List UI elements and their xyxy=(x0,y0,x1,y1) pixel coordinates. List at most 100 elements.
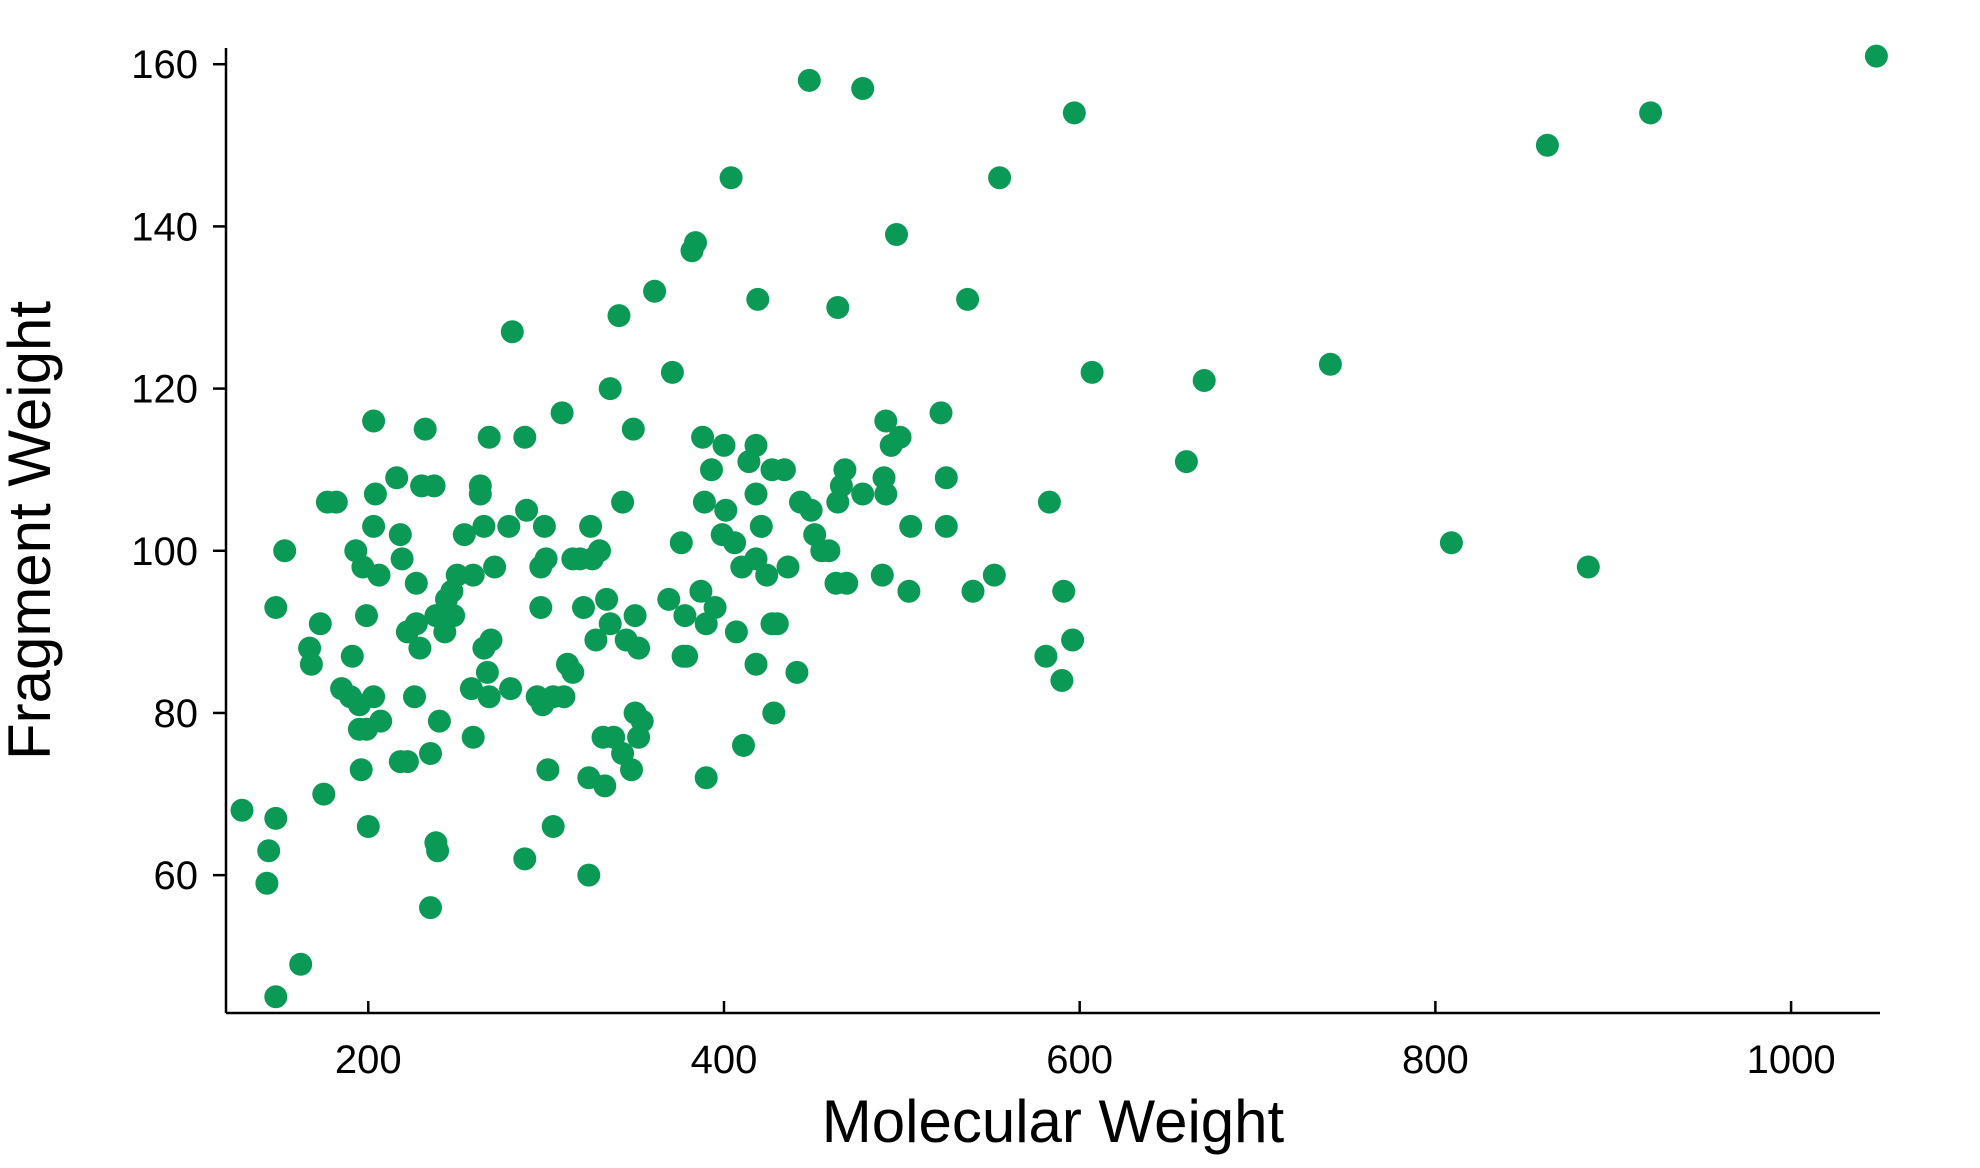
data-point xyxy=(461,725,485,749)
data-point xyxy=(452,523,476,547)
data-point xyxy=(413,417,437,441)
data-point xyxy=(765,612,789,636)
data-point xyxy=(500,320,524,344)
data-point xyxy=(1439,531,1463,555)
data-point xyxy=(362,514,386,538)
data-point xyxy=(1318,352,1342,376)
data-point xyxy=(657,587,681,611)
data-point xyxy=(817,539,841,563)
data-point xyxy=(673,604,697,628)
data-point xyxy=(680,239,704,263)
data-point xyxy=(1535,133,1559,157)
data-point xyxy=(744,482,768,506)
data-point xyxy=(874,482,898,506)
data-point xyxy=(230,798,254,822)
data-point xyxy=(1576,555,1600,579)
data-point xyxy=(669,531,693,555)
y-tick-label: 60 xyxy=(154,854,199,898)
data-point xyxy=(499,677,523,701)
x-tick-label: 200 xyxy=(335,1038,402,1082)
data-point xyxy=(427,709,451,733)
data-point xyxy=(899,514,923,538)
data-point xyxy=(700,458,723,482)
data-point xyxy=(561,660,585,684)
data-point xyxy=(723,531,747,555)
data-point xyxy=(712,433,736,457)
data-point xyxy=(273,539,297,563)
data-point xyxy=(534,547,558,571)
data-point xyxy=(956,287,980,311)
data-point xyxy=(403,685,426,709)
y-tick-label: 140 xyxy=(131,205,198,249)
data-point xyxy=(497,514,521,538)
data-point xyxy=(426,839,450,863)
data-point xyxy=(483,555,507,579)
data-point xyxy=(308,612,332,636)
data-point xyxy=(623,604,647,628)
data-point xyxy=(689,579,713,603)
data-point xyxy=(529,596,553,619)
data-point xyxy=(620,758,643,782)
data-point xyxy=(561,547,585,571)
data-point xyxy=(988,166,1012,190)
axes: 200 400 600 800 1000 60 80 100 120 140 160 xyxy=(131,43,1880,1082)
data-point xyxy=(643,279,667,303)
data-point xyxy=(826,296,850,319)
data-point xyxy=(536,758,560,782)
data-point xyxy=(851,482,875,506)
y-axis-title: Fragment Weight xyxy=(0,301,63,760)
data-point xyxy=(835,571,859,595)
data-point xyxy=(459,677,483,701)
data-point xyxy=(746,287,770,311)
data-point xyxy=(356,815,380,838)
data-point xyxy=(479,628,503,652)
data-point xyxy=(395,620,419,644)
y-axis-ticks: 60 80 100 120 140 160 xyxy=(131,43,226,898)
data-point xyxy=(885,223,908,246)
data-point xyxy=(1080,360,1104,384)
data-point xyxy=(737,450,761,474)
data-point xyxy=(312,782,336,806)
y-tick-label: 80 xyxy=(154,692,199,736)
data-point xyxy=(419,896,442,920)
data-point xyxy=(744,547,768,571)
data-point xyxy=(799,498,823,522)
data-point xyxy=(572,596,595,619)
data-point xyxy=(362,409,386,433)
data-point xyxy=(264,596,288,619)
x-axis-ticks: 200 400 600 800 1000 xyxy=(335,1001,1836,1082)
data-point xyxy=(719,166,743,190)
data-point xyxy=(355,604,378,628)
data-point xyxy=(388,523,412,547)
data-point xyxy=(363,482,387,506)
data-point xyxy=(369,709,393,733)
data-point xyxy=(934,466,958,490)
data-point xyxy=(395,750,419,774)
data-point xyxy=(1864,44,1888,68)
data-point xyxy=(541,815,565,838)
data-point xyxy=(580,547,604,571)
data-point xyxy=(621,417,645,441)
data-point xyxy=(324,490,348,514)
data-point xyxy=(675,644,699,668)
data-point xyxy=(1174,450,1198,474)
data-point xyxy=(472,514,496,538)
data-point xyxy=(584,628,608,652)
data-point xyxy=(874,409,898,433)
data-point xyxy=(1639,101,1663,125)
data-point xyxy=(255,871,279,895)
data-point xyxy=(475,660,499,684)
data-point xyxy=(1062,101,1086,125)
data-point xyxy=(870,563,894,587)
data-point xyxy=(660,360,684,384)
y-tick-label: 100 xyxy=(131,530,198,574)
data-point xyxy=(851,77,875,100)
data-point xyxy=(627,636,651,660)
data-point xyxy=(477,425,501,449)
data-point xyxy=(362,685,386,709)
data-point xyxy=(785,660,809,684)
data-point xyxy=(1034,644,1058,668)
data-point xyxy=(961,579,985,603)
data-point xyxy=(340,644,364,668)
